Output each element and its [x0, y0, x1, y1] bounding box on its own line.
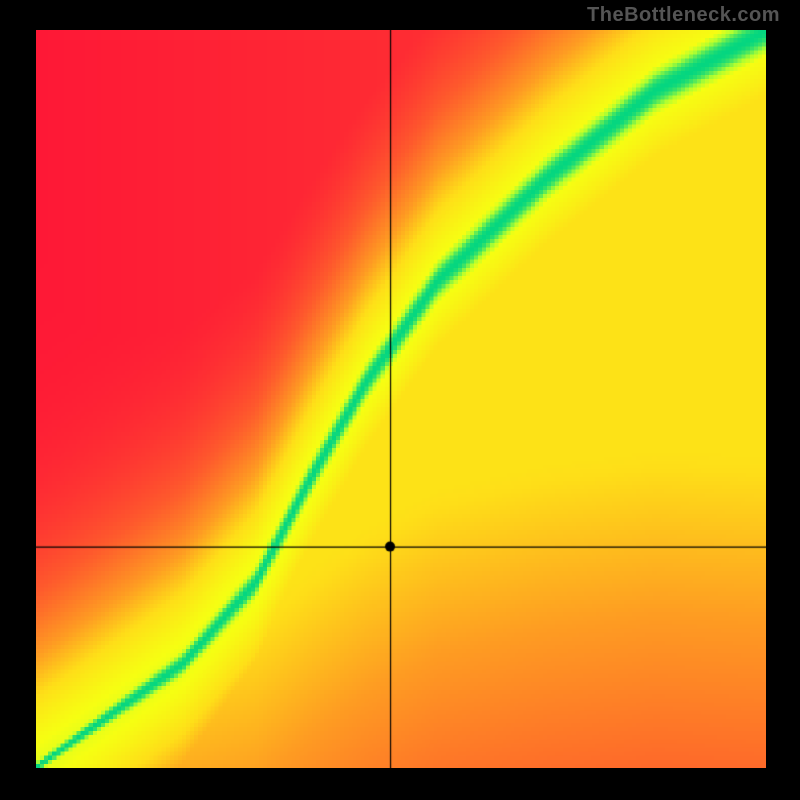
watermark-label: TheBottleneck.com	[587, 4, 780, 27]
crosshair-overlay	[36, 30, 766, 768]
chart-container: TheBottleneck.com	[0, 0, 800, 800]
